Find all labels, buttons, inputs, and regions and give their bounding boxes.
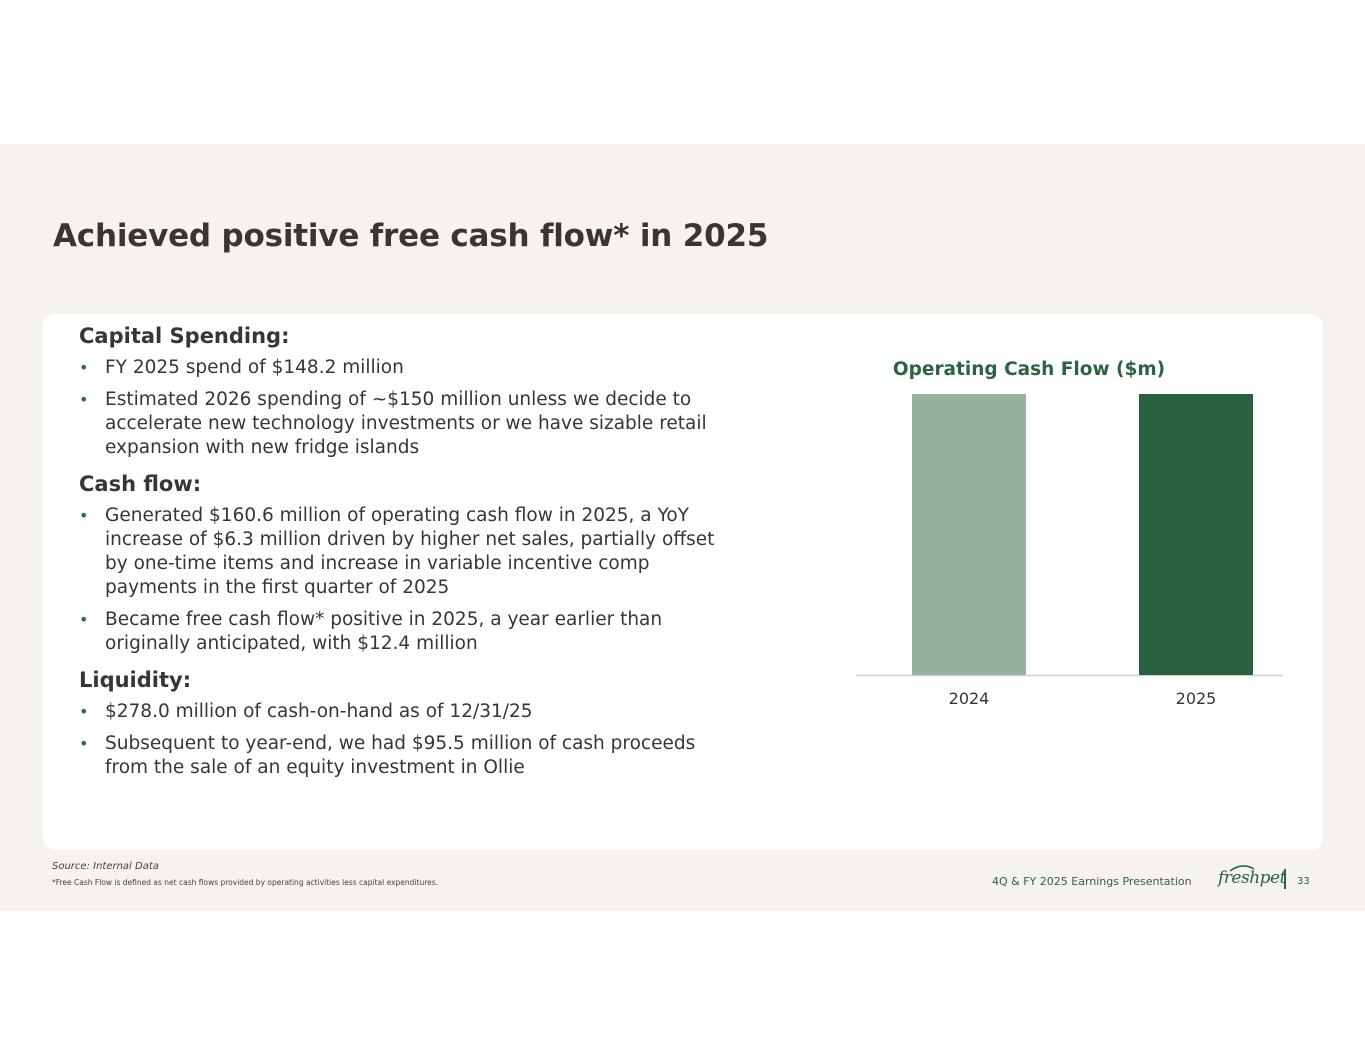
content-card: Capital Spending: • FY 2025 spend of $148… bbox=[43, 314, 1323, 850]
section-heading-capital: Capital Spending: bbox=[79, 324, 290, 348]
bullet-list-capital: • FY 2025 spend of $148.2 million • Estima… bbox=[79, 356, 739, 460]
bullet-icon: • bbox=[79, 358, 89, 377]
presentation-name: 4Q & FY 2025 Earnings Presentation bbox=[992, 875, 1192, 888]
text-column: Capital Spending: • FY 2025 spend of $148… bbox=[79, 322, 739, 790]
bullet-list-liquidity: • $278.0 million of cash-on-hand as of 12… bbox=[79, 700, 739, 780]
bar-2024 bbox=[912, 394, 1026, 675]
section-heading-liquidity: Liquidity: bbox=[79, 668, 192, 692]
bullet-icon: • bbox=[79, 610, 89, 629]
bullet-list-cashflow: • Generated $160.6 million of operating c… bbox=[79, 504, 739, 656]
list-item: • Estimated 2026 spending of ~$150 millio… bbox=[79, 388, 739, 460]
tick-label-2025: 2025 bbox=[1176, 689, 1217, 708]
page-title: Achieved positive free cash flow* in 202… bbox=[53, 218, 769, 254]
bullet-text: Generated $160.6 million of operating ca… bbox=[105, 505, 715, 598]
bullet-icon: • bbox=[79, 702, 89, 721]
operating-cash-flow-chart: $154.32024$160.62025 bbox=[856, 394, 1283, 708]
footer-divider bbox=[1284, 869, 1286, 889]
footer-note: *Free Cash Flow is defined as net cash f… bbox=[52, 878, 439, 887]
list-item: • Subsequent to year-end, we had $95.5 mi… bbox=[79, 732, 739, 780]
freshpet-logo: freshpet bbox=[1218, 868, 1286, 888]
bullet-text: Estimated 2026 spending of ~$150 million… bbox=[105, 389, 707, 458]
bullet-text: $278.0 million of cash-on-hand as of 12/… bbox=[105, 701, 533, 722]
logo-arc-icon bbox=[1229, 865, 1255, 872]
tick-label-2024: 2024 bbox=[949, 689, 990, 708]
list-item: • Became free cash flow* positive in 2025… bbox=[79, 608, 739, 656]
bullet-text: FY 2025 spend of $148.2 million bbox=[105, 357, 404, 378]
bullet-text: Subsequent to year-end, we had $95.5 mil… bbox=[105, 733, 696, 778]
list-item: • FY 2025 spend of $148.2 million bbox=[79, 356, 739, 380]
section-heading-cashflow: Cash flow: bbox=[79, 472, 202, 496]
list-item: • Generated $160.6 million of operating c… bbox=[79, 504, 739, 600]
bar-2025 bbox=[1139, 394, 1253, 675]
bullet-icon: • bbox=[79, 506, 89, 525]
chart-title: Operating Cash Flow ($m) bbox=[892, 359, 1166, 380]
bullet-icon: • bbox=[79, 390, 89, 409]
page-number: 33 bbox=[1297, 876, 1310, 887]
footer-source: Source: Internal Data bbox=[52, 861, 159, 872]
list-item: • $278.0 million of cash-on-hand as of 12… bbox=[79, 700, 739, 724]
slide: Achieved positive free cash flow* in 202… bbox=[0, 144, 1365, 911]
bullet-icon: • bbox=[79, 734, 89, 753]
bullet-text: Became free cash flow* positive in 2025,… bbox=[105, 609, 663, 654]
